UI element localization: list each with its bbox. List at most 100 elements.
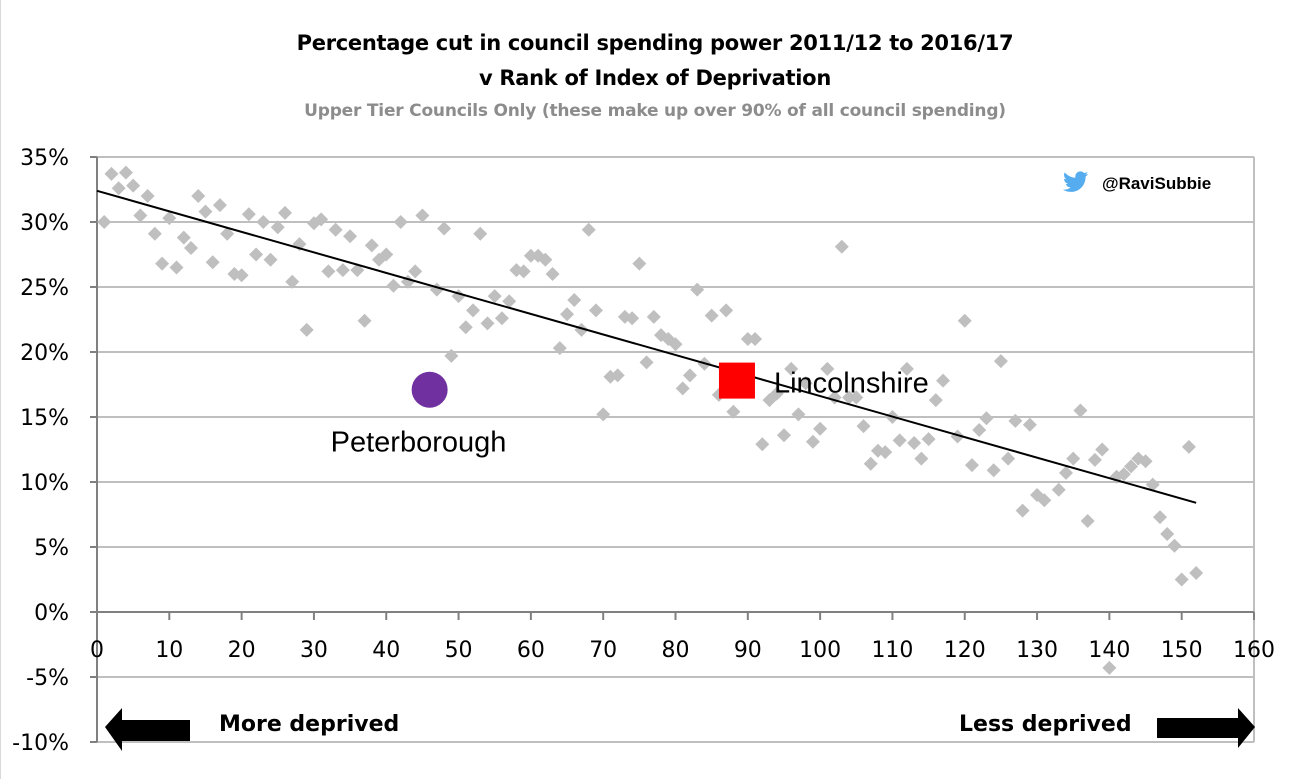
data-point <box>545 267 560 281</box>
data-point <box>1022 417 1037 432</box>
data-point <box>1080 514 1095 528</box>
data-point <box>1051 482 1066 497</box>
data-point <box>516 264 531 279</box>
data-point <box>820 361 835 376</box>
peterborough-marker <box>411 371 448 408</box>
chart-title: Percentage cut in council spending power… <box>296 31 1014 55</box>
data-point <box>314 212 329 227</box>
data-point <box>502 294 517 309</box>
data-point <box>126 178 141 193</box>
data-point <box>950 429 965 444</box>
credit: @RaviSubbie <box>1063 171 1211 193</box>
data-point <box>487 289 502 304</box>
data-points <box>97 165 1204 675</box>
data-point <box>234 268 249 283</box>
data-point <box>921 432 936 447</box>
data-point <box>668 337 683 352</box>
data-point <box>588 303 603 318</box>
peterborough-label: Peterborough <box>331 427 507 459</box>
data-point <box>1095 442 1110 457</box>
data-point <box>278 205 293 220</box>
trend-line <box>96 189 1197 504</box>
data-point <box>480 316 495 331</box>
data-point <box>523 248 538 263</box>
data-point <box>928 393 943 408</box>
data-point <box>726 404 741 419</box>
data-point <box>386 278 401 293</box>
lincolnshire-marker <box>718 362 755 399</box>
data-point <box>1189 566 1204 580</box>
data-point <box>1167 538 1182 553</box>
data-point <box>1116 467 1131 482</box>
data-point <box>1102 660 1117 675</box>
data-point <box>458 320 473 335</box>
data-point <box>169 260 184 275</box>
data-point <box>914 451 929 466</box>
data-point <box>798 376 813 391</box>
data-point <box>849 390 864 405</box>
y-tick-label: 20% <box>20 341 69 366</box>
chart-subtitle: Upper Tier Councils Only (these make up … <box>304 101 1006 121</box>
twitter-bird-icon <box>1063 171 1089 192</box>
data-point <box>1001 451 1016 466</box>
data-point <box>494 311 509 326</box>
data-point <box>957 313 972 328</box>
x-tick-label: 0 <box>90 638 104 663</box>
x-tick-label: 10 <box>155 638 183 663</box>
data-point <box>776 428 791 443</box>
x-tick-label: 100 <box>799 638 841 663</box>
data-point <box>466 303 481 318</box>
x-tick-label: 70 <box>589 638 617 663</box>
right-arrow-icon <box>1157 708 1255 748</box>
data-point <box>408 264 423 279</box>
y-tick-label: 25% <box>20 276 69 301</box>
highlighted-councils: Peterborough Lincolnshire <box>331 362 929 459</box>
data-point <box>364 238 379 253</box>
x-tick-label: 150 <box>1161 638 1203 663</box>
data-point <box>1160 527 1175 541</box>
data-point <box>834 239 849 254</box>
data-point <box>986 463 1001 478</box>
data-point <box>270 220 285 235</box>
data-point <box>212 198 227 213</box>
data-point <box>740 332 755 346</box>
more-deprived-annotation: More deprived <box>105 708 399 751</box>
data-point <box>133 208 148 223</box>
data-point <box>1008 413 1023 428</box>
data-point <box>784 361 799 376</box>
data-point <box>415 208 430 223</box>
data-point <box>328 222 343 237</box>
y-tick-label: 0% <box>34 601 69 626</box>
x-tick-label: 110 <box>871 638 913 663</box>
data-point <box>335 263 350 278</box>
x-tick-label: 120 <box>944 638 986 663</box>
data-point <box>748 332 763 346</box>
data-point <box>176 230 191 245</box>
data-point <box>263 252 278 267</box>
data-point <box>147 226 162 241</box>
y-tick-label: 5% <box>34 536 69 561</box>
data-point <box>632 256 647 271</box>
x-tick-label: 60 <box>517 638 545 663</box>
data-point <box>256 215 271 229</box>
less-deprived-label: Less deprived <box>959 712 1132 737</box>
data-point <box>813 421 828 436</box>
data-point <box>191 189 206 203</box>
more-deprived-label: More deprived <box>219 712 399 737</box>
data-point <box>198 204 213 219</box>
data-point <box>552 341 567 356</box>
data-point <box>964 458 979 473</box>
data-point <box>755 437 770 452</box>
chart-title-line-2: v Rank of Index of Deprivation <box>479 66 831 90</box>
y-tick-label: 35% <box>20 146 69 171</box>
x-tick-label: 160 <box>1233 638 1275 663</box>
data-point <box>1145 477 1160 492</box>
data-point <box>907 436 922 450</box>
data-point <box>162 211 177 226</box>
data-point <box>321 264 336 279</box>
data-point <box>936 373 951 388</box>
y-tick-label: -5% <box>26 666 69 691</box>
credit-handle: @RaviSubbie <box>1102 174 1211 193</box>
